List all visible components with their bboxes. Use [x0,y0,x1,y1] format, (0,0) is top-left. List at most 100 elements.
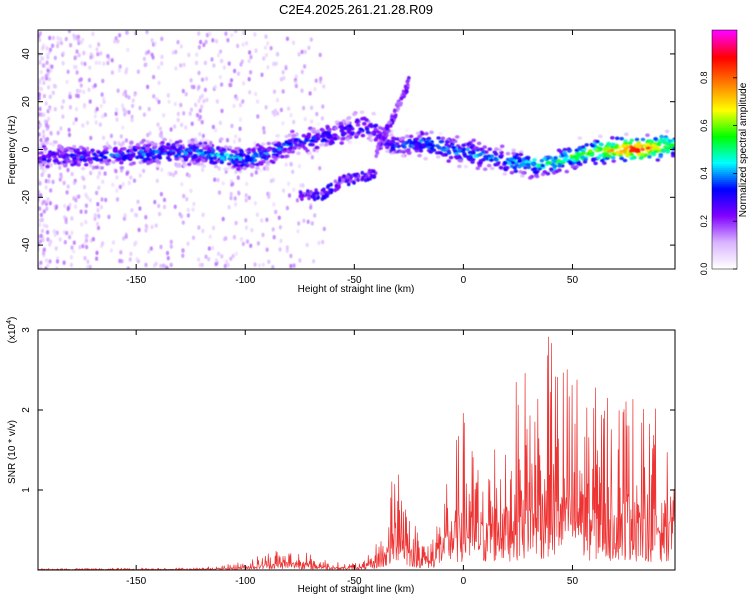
spectrogram-cell [187,152,193,156]
spectrogram-cell [200,152,206,157]
spectrogram-cell [152,94,156,99]
colorbar-band [712,47,737,51]
colorbar-band [712,135,737,139]
spectrogram-cell [246,155,251,160]
spectrogram-cell [69,262,73,268]
spectrogram-cell [562,147,568,152]
spectrogram-cell [402,142,407,146]
spectrogram-cell [191,148,197,152]
spectrogram-cell [41,56,45,61]
spectrogram-cell [495,162,500,167]
spectrogram-cell [185,154,191,159]
spectrogram-cell [41,154,47,158]
spectrogram-cell [190,138,195,142]
colorbar-band [712,145,737,149]
spectrogram-cell [48,94,52,100]
spectrogram-cell [38,156,43,160]
spectrogram-cell [155,163,160,168]
spectrogram-cell [103,159,108,163]
spectrogram-cell [314,78,318,83]
colorbar-band [712,219,737,222]
spectrogram-cell [319,191,324,196]
spectrogram-cell [368,134,373,138]
colorbar-band [712,237,737,240]
spectrogram-cell [473,146,479,150]
spectrogram-cell [302,218,306,223]
spectrogram-cell [43,119,48,124]
spectrogram-cell [266,65,270,70]
colorbar-band [712,139,737,143]
spectrogram-cell [309,37,313,42]
spectrogram-cell [151,156,157,160]
spectrogram-cell [126,266,130,269]
spectrogram-cell [48,201,53,206]
colorbar-band [712,217,737,220]
spectrogram-cell [158,126,162,131]
spectrogram-cell [191,235,196,240]
spectrogram-cell [82,104,86,109]
spectrogram-cell [377,130,382,135]
spectrogram-cell [636,152,642,157]
spectrogram-cell [175,143,181,148]
spectrogram-cell [482,145,488,149]
spectrogram-cell [182,111,186,116]
spectrogram-cell [197,157,202,162]
spectrogram-cell [59,174,64,179]
spectrogram-cell [181,253,185,258]
spectrogram-cell [256,99,260,104]
spectrogram-cell [64,36,68,42]
spectrogram-cell [49,163,53,168]
spectrogram-cell [117,68,121,73]
spectrogram-cell [115,188,119,193]
spectrogram-cell [75,49,79,54]
spectrogram-cell [38,120,41,125]
colorbar-band [712,119,737,123]
spectrogram-cell [276,111,280,116]
spectrogram-cell [56,35,60,41]
spectrogram-cell [471,150,476,154]
spectrogram-cell [241,99,245,104]
spectrogram-cell [213,164,219,169]
x-tick-label: 50 [567,275,579,286]
spectrogram-cell [272,89,277,94]
colorbar-band [712,49,737,53]
spectrogram-cell [142,168,146,174]
spectrogram-cell [122,236,126,241]
spectrogram-cell [102,61,106,66]
spectrogram-cell [339,141,345,145]
spectrogram-cell [137,153,143,158]
spectrogram-cell [229,195,233,201]
spectrogram-cell [234,30,238,34]
spectrogram-cell [236,175,240,180]
spectrogram-cell [72,180,76,186]
spectrogram-cell [512,166,518,170]
spectrogram-cell [444,143,450,147]
spectrogram-cell [286,141,292,146]
snr-scale-base: (x10 [7,323,18,343]
spectrogram-cell [221,216,225,222]
spectrogram-cell [138,206,142,211]
spectrogram-cell [298,258,302,263]
spectrogram-cell [584,143,589,147]
spectrogram-cell [418,144,424,149]
spectrogram-cell [197,45,201,50]
spectrogram-cell [189,107,194,112]
spectrogram-cell [96,52,100,57]
spectrogram-cell [142,112,146,117]
spectrogram-cell [658,154,663,159]
spectrogram-cell [159,244,163,250]
spectrogram-cell [123,213,127,218]
spectrogram-cell [232,235,236,240]
spectrogram-cell [207,257,211,262]
spectrogram-cell [368,123,373,128]
spectrogram-cell [247,195,251,200]
spectrogram-cell [368,138,374,143]
colorbar-tick-label: 0.4 [699,167,709,180]
y-tick-label: 40 [21,48,32,60]
spectrogram-cell [573,155,578,159]
spectrogram-cell [398,102,403,107]
spectrogram-cell [121,182,125,187]
spectrogram-cell [244,193,248,198]
spectrogram-cell [84,209,88,214]
spectrogram-cell [562,157,568,162]
